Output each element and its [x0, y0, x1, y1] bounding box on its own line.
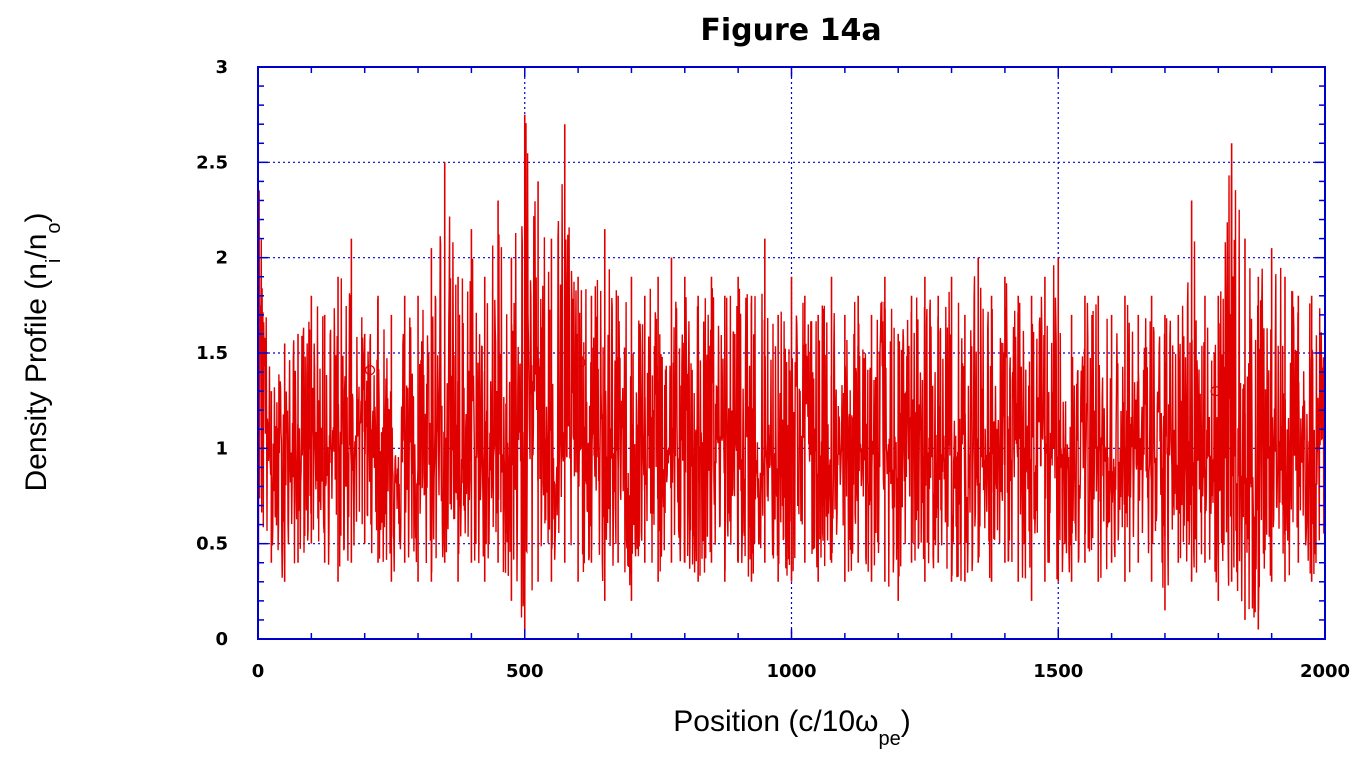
y-tick-label: 1.5 [196, 343, 228, 364]
circle-markers [364, 357, 1221, 397]
y-tick-label: 1 [215, 438, 228, 459]
y-axis-label-close: ) [20, 212, 53, 222]
y-axis-label-sub-o: o [43, 222, 65, 233]
y-tick-label: 2.5 [196, 152, 228, 173]
data-point-marker [575, 357, 586, 368]
y-axis-label-main: Density Profile (n [20, 263, 53, 491]
x-tick-label: 1000 [766, 661, 816, 682]
y-tick-label: 0.5 [196, 534, 228, 555]
x-tick-label: 500 [506, 661, 544, 682]
y-tick-labels: 0 0.5 1 1.5 2 2.5 3 [196, 57, 228, 650]
y-tick-label: 0 [215, 629, 228, 650]
chart-title: Figure 14a [700, 13, 881, 48]
data-point-marker [1210, 385, 1221, 397]
data-point-marker [364, 365, 376, 376]
axis-ticks [257, 66, 1326, 640]
x-tick-label: 2000 [1300, 661, 1350, 682]
y-tick-label: 3 [215, 57, 228, 78]
x-tick-label: 0 [252, 661, 265, 682]
x-axis-label-sub: pe [878, 728, 900, 750]
y-axis-label-mid: /n [20, 234, 53, 259]
y-axis-label-sub-i: i [43, 259, 65, 263]
y-tick-label: 2 [215, 248, 228, 269]
x-tick-label: 1500 [1033, 661, 1083, 682]
x-axis-label-main: Position (c/10ω [673, 705, 878, 738]
density-series [257, 114, 1326, 630]
x-axis-label: Position (c/10ωpe) [673, 705, 910, 750]
x-tick-labels: 0 500 1000 1500 2000 [252, 661, 1350, 682]
x-axis-label-close: ) [901, 705, 911, 738]
y-axis-label: Density Profile (ni/no) [20, 212, 65, 491]
